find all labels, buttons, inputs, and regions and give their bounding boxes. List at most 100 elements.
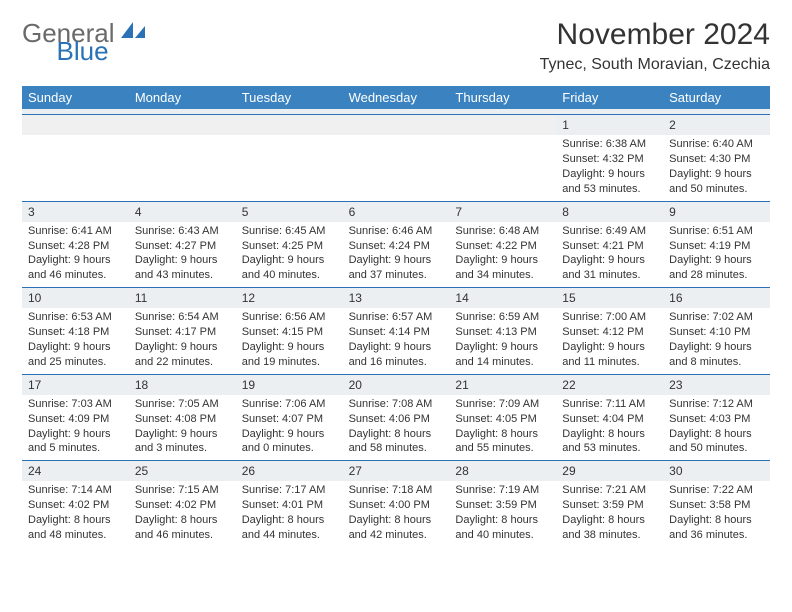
month-title: November 2024 <box>540 18 770 52</box>
day-number: 15 <box>556 288 663 308</box>
daylight-text: Daylight: 9 hours and 50 minutes. <box>669 167 764 197</box>
sunrise-text: Sunrise: 7:09 AM <box>455 397 550 412</box>
sunset-text: Sunset: 4:07 PM <box>242 412 337 427</box>
sunset-text: Sunset: 4:27 PM <box>135 239 230 254</box>
sunrise-text: Sunrise: 6:54 AM <box>135 310 230 325</box>
sunrise-text: Sunrise: 6:49 AM <box>562 224 657 239</box>
sunrise-text: Sunrise: 6:40 AM <box>669 137 764 152</box>
daylight-text: Daylight: 9 hours and 34 minutes. <box>455 253 550 283</box>
calendar: SundayMondayTuesdayWednesdayThursdayFrid… <box>22 86 770 547</box>
calendar-cell: 4Sunrise: 6:43 AMSunset: 4:27 PMDaylight… <box>129 201 236 288</box>
day-number: 5 <box>236 202 343 222</box>
cell-body: Sunrise: 6:51 AMSunset: 4:19 PMDaylight:… <box>663 222 770 287</box>
cell-body: Sunrise: 7:18 AMSunset: 4:00 PMDaylight:… <box>343 481 450 546</box>
day-number: 29 <box>556 461 663 481</box>
sunrise-text: Sunrise: 6:45 AM <box>242 224 337 239</box>
day-number: 3 <box>22 202 129 222</box>
sunset-text: Sunset: 4:08 PM <box>135 412 230 427</box>
daylight-text: Daylight: 9 hours and 8 minutes. <box>669 340 764 370</box>
sunrise-text: Sunrise: 7:22 AM <box>669 483 764 498</box>
sunrise-text: Sunrise: 7:05 AM <box>135 397 230 412</box>
day-number: 16 <box>663 288 770 308</box>
cell-body: Sunrise: 6:56 AMSunset: 4:15 PMDaylight:… <box>236 308 343 373</box>
calendar-cell: 1Sunrise: 6:38 AMSunset: 4:32 PMDaylight… <box>556 114 663 201</box>
sunset-text: Sunset: 4:00 PM <box>349 498 444 513</box>
day-number: 19 <box>236 375 343 395</box>
calendar-cell: 5 Sunrise: 6:45 AMSunset: 4:25 PMDaylight… <box>236 201 343 288</box>
calendar-cell: 12Sunrise: 6:56 AMSunset: 4:15 PMDayligh… <box>236 287 343 374</box>
cell-body: Sunrise: 6:54 AMSunset: 4:17 PMDaylight:… <box>129 308 236 373</box>
cell-body: Sunrise: 7:17 AMSunset: 4:01 PMDaylight:… <box>236 481 343 546</box>
daylight-text: Daylight: 9 hours and 40 minutes. <box>242 253 337 283</box>
day-number: 23 <box>663 375 770 395</box>
daylight-text: Daylight: 9 hours and 0 minutes. <box>242 427 337 457</box>
daylight-text: Daylight: 9 hours and 11 minutes. <box>562 340 657 370</box>
day-number <box>129 115 236 135</box>
sunset-text: Sunset: 4:10 PM <box>669 325 764 340</box>
day-number: 11 <box>129 288 236 308</box>
cell-body: Sunrise: 6:40 AMSunset: 4:30 PMDaylight:… <box>663 135 770 200</box>
calendar-cell: 15Sunrise: 7:00 AMSunset: 4:12 PMDayligh… <box>556 287 663 374</box>
cell-body: Sunrise: 7:19 AMSunset: 3:59 PMDaylight:… <box>449 481 556 546</box>
sunrise-text: Sunrise: 7:00 AM <box>562 310 657 325</box>
cell-body: Sunrise: 6:38 AMSunset: 4:32 PMDaylight:… <box>556 135 663 200</box>
day-number: 25 <box>129 461 236 481</box>
sunset-text: Sunset: 4:04 PM <box>562 412 657 427</box>
sunrise-text: Sunrise: 6:56 AM <box>242 310 337 325</box>
day-number: 26 <box>236 461 343 481</box>
sunset-text: Sunset: 4:25 PM <box>242 239 337 254</box>
sunset-text: Sunset: 3:59 PM <box>455 498 550 513</box>
week-row: 17Sunrise: 7:03 AMSunset: 4:09 PMDayligh… <box>22 374 770 461</box>
sunrise-text: Sunrise: 7:06 AM <box>242 397 337 412</box>
day-number: 6 <box>343 202 450 222</box>
sunrise-text: Sunrise: 7:03 AM <box>28 397 123 412</box>
calendar-cell: 18Sunrise: 7:05 AMSunset: 4:08 PMDayligh… <box>129 374 236 461</box>
sunset-text: Sunset: 4:21 PM <box>562 239 657 254</box>
daylight-text: Daylight: 9 hours and 43 minutes. <box>135 253 230 283</box>
cell-body: Sunrise: 7:21 AMSunset: 3:59 PMDaylight:… <box>556 481 663 546</box>
sunset-text: Sunset: 4:14 PM <box>349 325 444 340</box>
cell-body: Sunrise: 7:22 AMSunset: 3:58 PMDaylight:… <box>663 481 770 546</box>
cell-body: Sunrise: 7:06 AMSunset: 4:07 PMDaylight:… <box>236 395 343 460</box>
cell-body: Sunrise: 7:02 AMSunset: 4:10 PMDaylight:… <box>663 308 770 373</box>
sunrise-text: Sunrise: 6:51 AM <box>669 224 764 239</box>
daylight-text: Daylight: 8 hours and 46 minutes. <box>135 513 230 543</box>
sunrise-text: Sunrise: 7:11 AM <box>562 397 657 412</box>
calendar-cell-blank <box>236 114 343 201</box>
day-header: Monday <box>129 86 236 109</box>
cell-body: Sunrise: 7:15 AMSunset: 4:02 PMDaylight:… <box>129 481 236 546</box>
calendar-cell: 13Sunrise: 6:57 AMSunset: 4:14 PMDayligh… <box>343 287 450 374</box>
calendar-cell-blank <box>129 114 236 201</box>
sunrise-text: Sunrise: 7:14 AM <box>28 483 123 498</box>
sunset-text: Sunset: 4:19 PM <box>669 239 764 254</box>
calendar-cell: 9Sunrise: 6:51 AMSunset: 4:19 PMDaylight… <box>663 201 770 288</box>
sunset-text: Sunset: 4:02 PM <box>28 498 123 513</box>
day-number: 20 <box>343 375 450 395</box>
title-block: November 2024 Tynec, South Moravian, Cze… <box>540 18 770 74</box>
sunrise-text: Sunrise: 6:43 AM <box>135 224 230 239</box>
week-row: 1Sunrise: 6:38 AMSunset: 4:32 PMDaylight… <box>22 114 770 201</box>
sunset-text: Sunset: 4:05 PM <box>455 412 550 427</box>
day-number: 9 <box>663 202 770 222</box>
daylight-text: Daylight: 8 hours and 38 minutes. <box>562 513 657 543</box>
calendar-cell: 29Sunrise: 7:21 AMSunset: 3:59 PMDayligh… <box>556 460 663 547</box>
day-number: 28 <box>449 461 556 481</box>
calendar-cell: 10Sunrise: 6:53 AMSunset: 4:18 PMDayligh… <box>22 287 129 374</box>
sunset-text: Sunset: 4:32 PM <box>562 152 657 167</box>
cell-body: Sunrise: 6:46 AMSunset: 4:24 PMDaylight:… <box>343 222 450 287</box>
calendar-cell: 11Sunrise: 6:54 AMSunset: 4:17 PMDayligh… <box>129 287 236 374</box>
day-header: Wednesday <box>343 86 450 109</box>
calendar-cell: 20Sunrise: 7:08 AMSunset: 4:06 PMDayligh… <box>343 374 450 461</box>
daylight-text: Daylight: 9 hours and 22 minutes. <box>135 340 230 370</box>
day-number <box>22 115 129 135</box>
calendar-cell-blank <box>22 114 129 201</box>
calendar-cell: 7Sunrise: 6:48 AMSunset: 4:22 PMDaylight… <box>449 201 556 288</box>
calendar-cell: 17Sunrise: 7:03 AMSunset: 4:09 PMDayligh… <box>22 374 129 461</box>
cell-body: Sunrise: 6:43 AMSunset: 4:27 PMDaylight:… <box>129 222 236 287</box>
sunrise-text: Sunrise: 7:02 AM <box>669 310 764 325</box>
calendar-cell: 21Sunrise: 7:09 AMSunset: 4:05 PMDayligh… <box>449 374 556 461</box>
day-number: 30 <box>663 461 770 481</box>
calendar-cell: 23Sunrise: 7:12 AMSunset: 4:03 PMDayligh… <box>663 374 770 461</box>
daylight-text: Daylight: 9 hours and 16 minutes. <box>349 340 444 370</box>
day-headers-row: SundayMondayTuesdayWednesdayThursdayFrid… <box>22 86 770 109</box>
